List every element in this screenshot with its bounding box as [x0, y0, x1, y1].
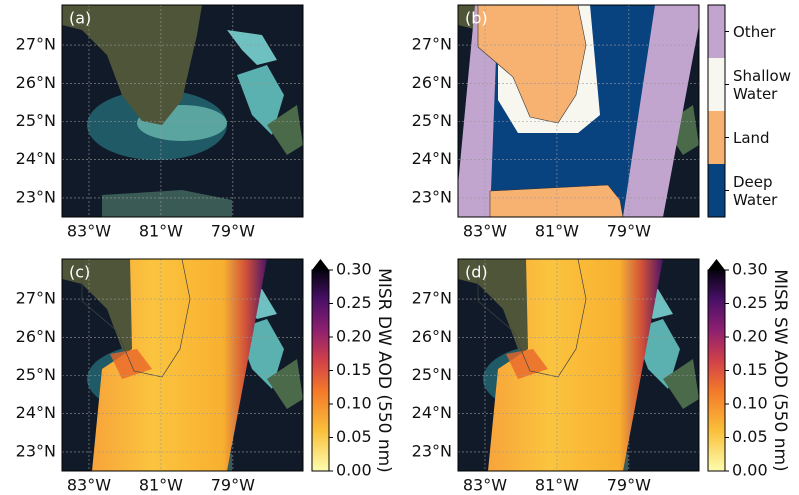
lon-tick-label: 81°W	[535, 476, 579, 495]
lon-tick-label: 81°W	[139, 476, 183, 495]
colorbar-label: Deep Water	[733, 172, 778, 209]
lat-tick-label: 24°N	[16, 149, 56, 168]
lat-tick-label: 24°N	[412, 403, 452, 422]
lat-tick-label: 27°N	[412, 289, 452, 308]
colorbar-tick-label: 0.20	[732, 327, 768, 346]
colorbar-tick-label: 0.15	[336, 360, 372, 379]
map-image	[458, 259, 699, 471]
lat-tick-label: 25°N	[412, 111, 452, 130]
map-image	[62, 259, 303, 471]
lat-tick-label: 26°N	[412, 73, 452, 92]
lat-tick-label: 27°N	[16, 35, 56, 54]
lon-tick-label: 83°W	[463, 476, 507, 495]
colorbar-title: MISR DW AOD (550 nm)	[374, 268, 394, 473]
map-image	[62, 5, 303, 217]
colorbar-tick-label: 0.30	[732, 260, 768, 279]
panel-label: (c)	[69, 263, 90, 282]
colorbar-tick-label: 0.00	[732, 461, 768, 480]
lon-tick-label: 79°W	[211, 476, 255, 495]
lon-tick-label: 79°W	[607, 476, 651, 495]
lat-tick-label: 25°N	[412, 365, 452, 384]
colorbar	[311, 269, 330, 472]
colorbar-frame	[707, 4, 726, 218]
colorbar-swatch	[708, 111, 725, 164]
colorbar-swatch	[708, 164, 725, 217]
lon-tick-label: 83°W	[67, 222, 111, 241]
panel-frame	[61, 4, 304, 218]
colorbar-tick-label: 0.15	[732, 360, 768, 379]
colorbar-extend	[312, 259, 329, 270]
panel-frame	[457, 4, 700, 218]
colorbar-label: Land	[733, 128, 770, 147]
colorbar-tick-label: 0.05	[732, 427, 768, 446]
panel-label: (d)	[465, 263, 488, 282]
lat-tick-label: 26°N	[16, 73, 56, 92]
lat-tick-label: 24°N	[412, 149, 452, 168]
colorbar-extend	[708, 259, 725, 270]
lat-tick-label: 27°N	[16, 289, 56, 308]
colorbar-swatch	[708, 5, 725, 58]
colorbar-swatch	[708, 58, 725, 111]
lat-tick-label: 26°N	[412, 327, 452, 346]
colorbar-label: Shallow Water	[733, 66, 792, 103]
lon-tick-label: 83°W	[67, 476, 111, 495]
colorbar-tick-label: 0.10	[336, 394, 372, 413]
lon-tick-label: 81°W	[139, 222, 183, 241]
colorbar-tick-label: 0.25	[336, 293, 372, 312]
panel-frame	[61, 258, 304, 472]
panel-label: (a)	[69, 9, 91, 28]
colorbar-tick-label: 0.20	[336, 327, 372, 346]
lat-tick-label: 23°N	[412, 187, 452, 206]
lat-tick-label: 26°N	[16, 327, 56, 346]
lon-tick-label: 81°W	[535, 222, 579, 241]
lat-tick-label: 23°N	[16, 187, 56, 206]
panel-frame	[457, 258, 700, 472]
lon-tick-label: 79°W	[607, 222, 651, 241]
lat-tick-label: 25°N	[16, 365, 56, 384]
colorbar-tick-label: 0.25	[732, 293, 768, 312]
lat-tick-label: 23°N	[412, 441, 452, 460]
colorbar	[707, 269, 726, 472]
lat-tick-label: 25°N	[16, 111, 56, 130]
lat-tick-label: 23°N	[16, 441, 56, 460]
lon-tick-label: 79°W	[211, 222, 255, 241]
lat-tick-label: 24°N	[16, 403, 56, 422]
lat-tick-label: 27°N	[412, 35, 452, 54]
colorbar-label: Other	[733, 22, 776, 41]
colorbar-tick-label: 0.00	[336, 461, 372, 480]
colorbar-title: MISR SW AOD (550 nm)	[770, 269, 790, 471]
colorbar-tick-label: 0.30	[336, 260, 372, 279]
lon-tick-label: 83°W	[463, 222, 507, 241]
panel-label: (b)	[465, 9, 488, 28]
map-image	[458, 5, 699, 217]
colorbar-tick-label: 0.05	[336, 427, 372, 446]
colorbar-tick-label: 0.10	[732, 394, 768, 413]
